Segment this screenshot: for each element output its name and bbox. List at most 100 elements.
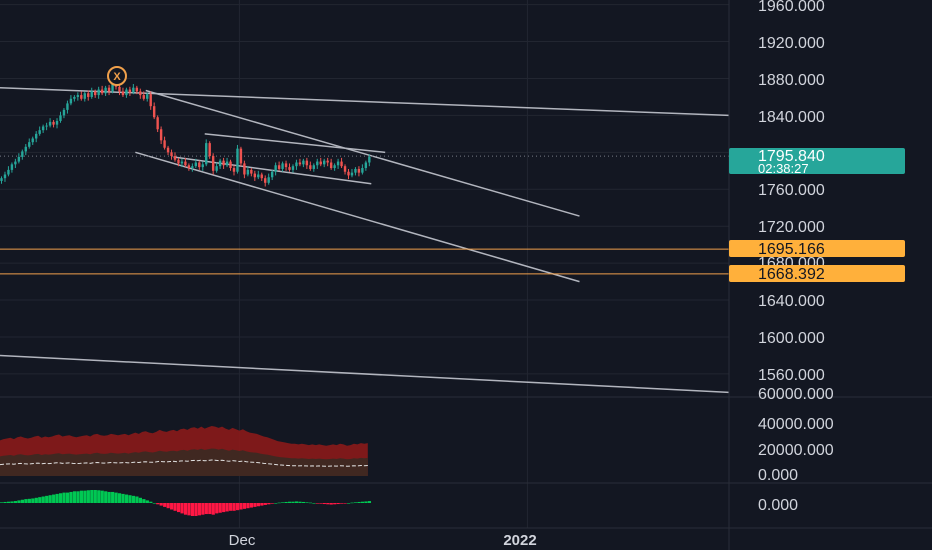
oscillator-bar[interactable] [256, 503, 260, 507]
oscillator-bar[interactable] [24, 499, 28, 503]
oscillator-bar[interactable] [281, 502, 285, 503]
oscillator-bar[interactable] [260, 503, 264, 506]
oscillator-bar[interactable] [176, 503, 181, 513]
oscillator-bar[interactable] [270, 503, 274, 504]
candle-body[interactable] [170, 152, 173, 157]
oscillator-bar[interactable] [294, 501, 299, 503]
oscillator-bar[interactable] [180, 503, 184, 514]
candle-body[interactable] [218, 160, 222, 167]
candle-body[interactable] [55, 120, 59, 125]
candle-body[interactable] [277, 165, 281, 169]
candle-body[interactable] [225, 161, 229, 166]
oscillator-bar[interactable] [117, 493, 122, 503]
candle-body[interactable] [90, 91, 93, 97]
candle-body[interactable] [52, 121, 55, 125]
candle-body[interactable] [211, 156, 215, 171]
candle-body[interactable] [184, 161, 187, 166]
oscillator-bar[interactable] [163, 503, 167, 507]
oscillator-bar[interactable] [183, 503, 188, 515]
oscillator-bar[interactable] [156, 503, 160, 505]
candle-body[interactable] [257, 174, 260, 178]
oscillator-bar[interactable] [274, 503, 278, 504]
candle-body[interactable] [24, 146, 27, 152]
oscillator-bar[interactable] [277, 502, 281, 504]
candle-body[interactable] [41, 126, 45, 131]
oscillator-bar[interactable] [69, 491, 73, 503]
candle-body[interactable] [364, 162, 368, 169]
oscillator-bar[interactable] [93, 490, 97, 503]
oscillator-bar[interactable] [357, 501, 361, 503]
candle-body[interactable] [264, 178, 267, 183]
candle-body[interactable] [149, 94, 152, 107]
oscillator-bar[interactable] [135, 496, 139, 504]
candle-body[interactable] [340, 161, 343, 167]
oscillator-bar[interactable] [31, 498, 35, 503]
oscillator-bar[interactable] [322, 503, 326, 505]
oscillator-bar[interactable] [347, 503, 351, 504]
oscillator-bar[interactable] [340, 503, 344, 504]
oscillator-bar[interactable] [34, 497, 38, 503]
oscillator-bar[interactable] [201, 503, 205, 515]
candle-body[interactable] [354, 168, 357, 173]
oscillator-bar[interactable] [319, 503, 323, 504]
oscillator-bar[interactable] [211, 503, 215, 515]
candle-body[interactable] [260, 174, 263, 179]
candlestick-series[interactable] [0, 80, 371, 187]
candle-body[interactable] [62, 109, 66, 116]
candle-body[interactable] [35, 133, 38, 139]
pattern-marker[interactable]: X [107, 66, 127, 86]
candle-body[interactable] [319, 161, 322, 165]
oscillator-bar[interactable] [242, 503, 247, 509]
oscillator-bar[interactable] [218, 503, 222, 513]
oscillator-bar[interactable] [215, 503, 219, 514]
oscillator-bar[interactable] [45, 495, 49, 503]
oscillator-bar[interactable] [6, 501, 11, 503]
oscillator-bar[interactable] [249, 503, 254, 508]
oscillator-bar[interactable] [343, 503, 347, 504]
current-price-label[interactable]: 1795.840 02:38:27 [729, 148, 905, 176]
oscillator-bar[interactable] [312, 503, 316, 504]
candle-body[interactable] [21, 151, 24, 157]
candle-body[interactable] [83, 93, 86, 99]
candle-body[interactable] [305, 160, 309, 166]
candle-body[interactable] [267, 177, 270, 183]
oscillator-bar[interactable] [128, 495, 132, 503]
candle-body[interactable] [239, 148, 243, 164]
trendline[interactable] [0, 86, 729, 117]
candle-body[interactable] [104, 87, 107, 94]
time-axis[interactable]: Dec 2022 [229, 532, 537, 549]
candle-body[interactable] [191, 166, 194, 169]
candle-body[interactable] [253, 173, 257, 178]
candle-body[interactable] [336, 161, 340, 166]
candle-body[interactable] [312, 165, 315, 169]
oscillator-bar[interactable] [149, 501, 153, 503]
candle-body[interactable] [118, 86, 121, 92]
candle-body[interactable] [139, 91, 142, 96]
candle-body[interactable] [125, 89, 128, 96]
candle-body[interactable] [194, 162, 198, 167]
oscillator-bar[interactable] [20, 499, 25, 503]
oscillator-bar[interactable] [246, 503, 250, 509]
candle-body[interactable] [357, 168, 361, 173]
candle-body[interactable] [284, 163, 288, 168]
oscillator-bar[interactable] [13, 501, 18, 503]
candle-body[interactable] [323, 160, 326, 165]
trendline[interactable] [0, 354, 729, 394]
candle-body[interactable] [69, 98, 73, 104]
candle-body[interactable] [288, 167, 291, 170]
candle-body[interactable] [0, 178, 3, 181]
candle-body[interactable] [173, 156, 177, 160]
oscillator-bar[interactable] [90, 490, 94, 503]
oscillator-bar[interactable] [284, 501, 288, 503]
oscillator-bar[interactable] [194, 503, 198, 516]
oscillator-bar[interactable] [107, 491, 111, 503]
candle-body[interactable] [274, 165, 277, 172]
oscillator-bar[interactable] [173, 503, 177, 511]
oscillator-bar[interactable] [204, 503, 208, 515]
candle-body[interactable] [333, 165, 336, 169]
candle-body[interactable] [87, 93, 90, 97]
candle-body[interactable] [76, 95, 80, 97]
oscillator-bar[interactable] [336, 503, 340, 505]
oscillator-bar[interactable] [142, 499, 146, 503]
